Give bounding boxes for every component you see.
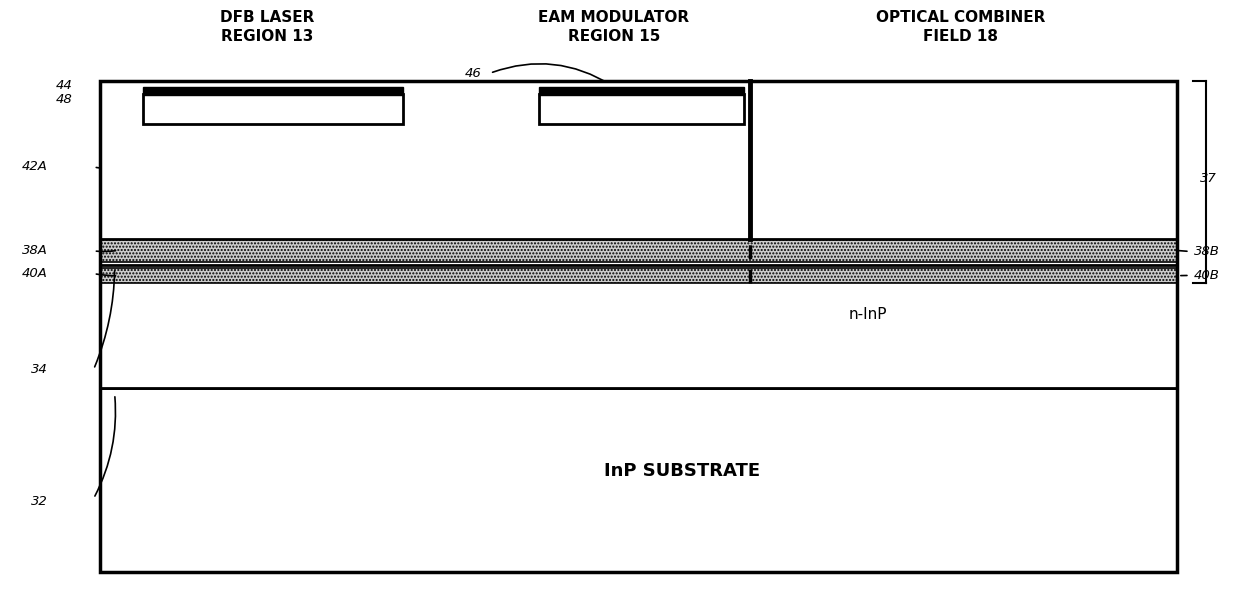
Bar	[99, 238, 1177, 262]
Text: 46B: 46B	[879, 144, 906, 158]
Text: OPTICAL COMBINER
FIELD 18: OPTICAL COMBINER FIELD 18	[875, 10, 1045, 44]
Text: 34: 34	[31, 363, 48, 376]
Bar	[143, 87, 403, 95]
Text: NID-InP: NID-InP	[864, 166, 921, 182]
Text: DFB LASER
REGION 13: DFB LASER REGION 13	[219, 10, 314, 44]
Bar	[750, 81, 1177, 238]
Bar	[99, 265, 1177, 388]
Bar	[143, 94, 403, 124]
Text: 42B: 42B	[1069, 194, 1094, 207]
Text: 40A: 40A	[22, 267, 48, 280]
Text: 38B: 38B	[1193, 245, 1219, 258]
Bar	[99, 81, 1177, 572]
Bar	[99, 81, 750, 238]
Bar	[99, 268, 1177, 283]
Text: 32: 32	[31, 495, 48, 508]
Text: 42A: 42A	[22, 160, 48, 173]
Text: InP SUBSTRATE: InP SUBSTRATE	[604, 462, 760, 480]
Text: EAM MODULATOR
REGION 15: EAM MODULATOR REGION 15	[538, 10, 689, 44]
Text: 44: 44	[56, 79, 72, 92]
Text: 37: 37	[1199, 172, 1216, 185]
Bar	[539, 94, 744, 124]
Text: 48: 48	[56, 92, 72, 105]
Text: p-InP: p-InP	[341, 166, 379, 182]
Bar	[99, 388, 1177, 572]
Bar	[539, 87, 744, 95]
Text: 46: 46	[465, 67, 482, 79]
Text: 40B: 40B	[1193, 269, 1219, 282]
Text: 38A: 38A	[22, 245, 48, 257]
Text: n-InP: n-InP	[848, 307, 887, 322]
Text: 46A: 46A	[346, 144, 373, 158]
